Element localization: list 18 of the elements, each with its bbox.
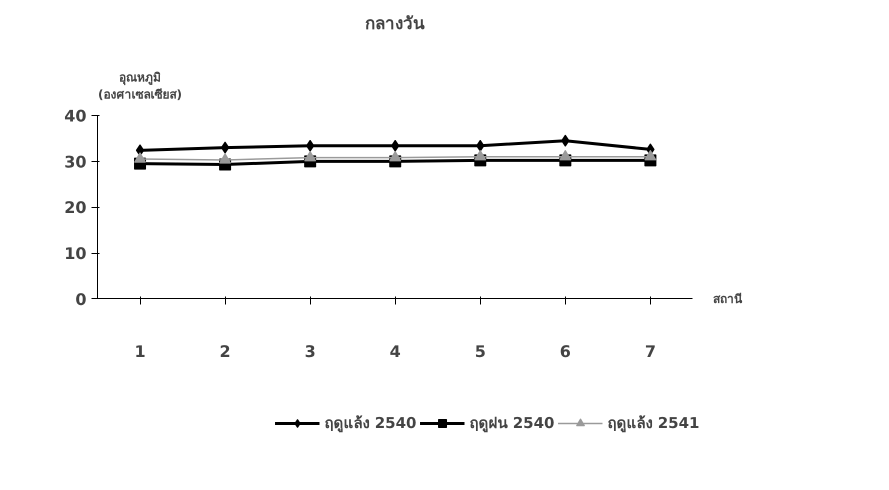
x-tick-label: 2	[220, 342, 231, 361]
y-tick-label: 20	[64, 198, 86, 218]
x-tick-label: 6	[560, 342, 571, 361]
x-tick-label: 7	[644, 342, 656, 361]
x-axis-title: สถานี	[712, 292, 743, 306]
x-tick-label: 5	[474, 342, 486, 361]
legend-label: ฤดูแล้ง 2541	[607, 413, 700, 434]
y-tick-label: 0	[75, 290, 87, 309]
x-tick-label: 1	[134, 342, 146, 361]
legend-label: ฤดูฝน 2540	[470, 413, 554, 434]
y-tick-label: 40	[64, 106, 86, 126]
chart-title: กลางวัน	[365, 14, 426, 34]
y-tick-label: 10	[64, 244, 86, 263]
x-tick-label: 4	[390, 342, 401, 361]
x-tick-label: 3	[304, 342, 316, 361]
y-axis-title: อุณหภูมิ (องศาเซลเซียส)	[98, 70, 182, 102]
y-tick-label: 30	[64, 152, 86, 172]
legend-label: ฤดูแล้ง 2540	[324, 413, 417, 434]
